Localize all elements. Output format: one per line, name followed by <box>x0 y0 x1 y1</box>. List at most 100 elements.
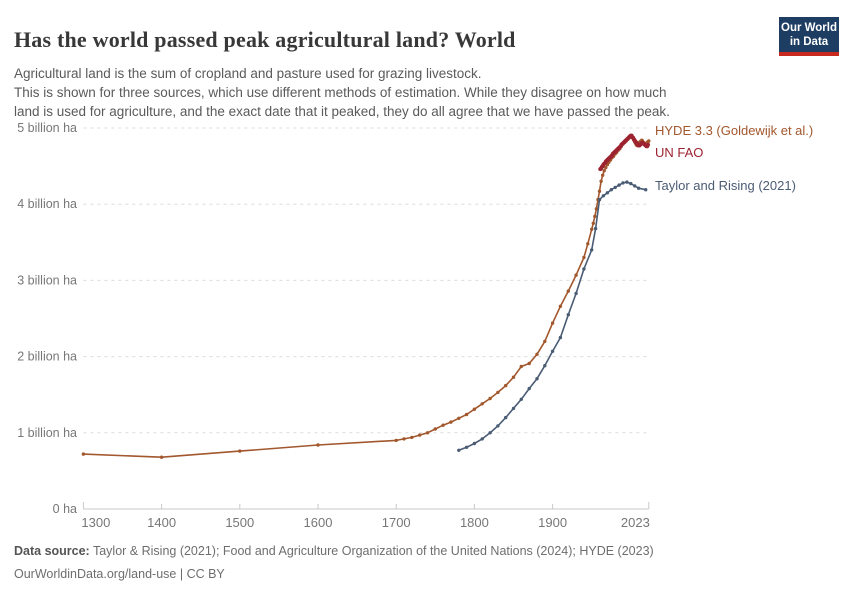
data-point-marker <box>593 226 598 231</box>
data-point-marker <box>81 452 86 456</box>
data-point-marker <box>617 183 621 187</box>
data-point-marker <box>441 423 445 427</box>
data-point-marker <box>621 181 625 185</box>
x-axis-tick-label: 1300 <box>81 515 110 530</box>
data-point-marker <box>519 364 523 369</box>
data-point-marker <box>601 173 605 177</box>
data-point-marker <box>410 435 414 440</box>
data-point-marker <box>558 335 563 340</box>
data-point-marker <box>593 214 597 219</box>
series-line <box>82 135 650 459</box>
data-point-marker <box>625 180 629 184</box>
data-point-marker <box>511 406 516 411</box>
data-point-marker <box>316 443 320 447</box>
cc-by-link[interactable]: CC BY <box>186 567 225 581</box>
x-axis-tick-label: 1800 <box>460 515 489 530</box>
data-point-marker <box>425 431 430 435</box>
data-point-marker <box>574 273 578 277</box>
data-point-marker <box>599 179 603 183</box>
data-point-marker <box>601 194 606 198</box>
data-point-marker <box>574 291 578 296</box>
data-point-marker <box>582 267 586 271</box>
x-axis-tick-label: 2023 <box>621 515 650 530</box>
data-point-marker <box>418 433 422 437</box>
x-axis-tick-label: 1700 <box>382 515 411 530</box>
page-title: Has the world passed peak agricultural l… <box>14 26 516 52</box>
owid-logo[interactable]: Our World in Data <box>779 17 839 56</box>
data-point-marker <box>527 386 531 391</box>
x-axis-tick-label: 1600 <box>304 515 333 530</box>
data-point-marker <box>591 221 595 225</box>
footer-separator: | <box>176 567 187 581</box>
data-point-marker <box>647 139 651 143</box>
y-axis-tick-label: 2 billion ha <box>17 350 77 364</box>
legend-label-hyde[interactable]: HYDE 3.3 (Goldewijk et al.) <box>655 123 814 138</box>
data-point-marker <box>644 188 648 192</box>
data-point-marker <box>472 407 477 411</box>
data-point-marker <box>566 289 570 293</box>
data-point-marker <box>496 390 500 395</box>
data-point-marker <box>527 361 531 366</box>
data-point-marker <box>504 383 508 388</box>
legend-label-taylor-rising[interactable]: Taylor and Rising (2021) <box>655 178 796 193</box>
data-point-marker <box>504 415 508 420</box>
data-point-marker <box>550 321 555 325</box>
data-point-marker <box>646 142 650 147</box>
series-0 <box>81 134 651 459</box>
data-point-marker <box>159 455 164 459</box>
data-point-marker <box>402 437 406 441</box>
data-point-marker <box>457 416 461 420</box>
owid-logo-text: Our World in Data <box>779 17 839 52</box>
data-point-marker <box>457 448 461 452</box>
data-point-marker <box>550 349 555 353</box>
data-point-marker <box>636 186 641 190</box>
data-point-marker <box>238 449 242 453</box>
data-point-marker <box>629 181 633 186</box>
legend-label-un-fao[interactable]: UN FAO <box>655 145 704 160</box>
data-point-marker <box>535 377 539 381</box>
owid-url-link[interactable]: OurWorldinData.org/land-use <box>14 567 177 581</box>
data-point-marker <box>543 339 547 344</box>
y-axis-tick-label: 4 billion ha <box>17 197 77 211</box>
data-point-marker <box>566 313 570 317</box>
x-axis-tick-label: 1500 <box>225 515 254 530</box>
data-point-marker <box>480 402 484 406</box>
data-point-marker <box>597 197 602 202</box>
data-point-marker <box>609 188 613 192</box>
data-point-marker <box>488 431 492 435</box>
data-point-marker <box>543 364 547 368</box>
data-point-marker <box>586 242 590 246</box>
data-point-marker <box>464 445 469 449</box>
chart-subtitle: Agricultural land is the sum of cropland… <box>14 65 670 119</box>
data-point-marker <box>594 207 599 211</box>
data-point-marker <box>488 396 492 401</box>
data-point-marker <box>633 184 637 188</box>
data-point-marker <box>511 375 516 379</box>
y-axis-tick-label: 0 ha <box>53 502 77 516</box>
data-point-marker <box>604 165 608 170</box>
data-point-marker <box>472 441 477 446</box>
x-axis-tick-label: 1400 <box>147 515 176 530</box>
y-axis-tick-label: 1 billion ha <box>17 426 77 440</box>
data-point-marker <box>394 438 398 443</box>
data-point-marker <box>597 189 602 193</box>
footer-license-line: OurWorldinData.org/land-use | CC BY <box>14 567 834 581</box>
data-point-marker <box>433 427 437 431</box>
data-point-marker <box>535 352 539 356</box>
y-axis-tick-label: 5 billion ha <box>17 121 77 135</box>
x-axis-tick-label: 1900 <box>538 515 567 530</box>
series-line <box>457 181 647 452</box>
data-point-marker <box>464 412 469 417</box>
data-point-marker <box>590 227 594 231</box>
data-point-marker <box>613 185 617 190</box>
data-point-marker <box>449 420 453 424</box>
data-point-marker <box>480 437 484 441</box>
data-point-marker <box>582 255 586 260</box>
data-point-marker <box>602 169 606 173</box>
series-2 <box>457 180 648 452</box>
y-axis-tick-label: 3 billion ha <box>17 273 77 287</box>
data-point-marker <box>605 191 610 195</box>
datasource-label: Data source: <box>14 544 90 558</box>
